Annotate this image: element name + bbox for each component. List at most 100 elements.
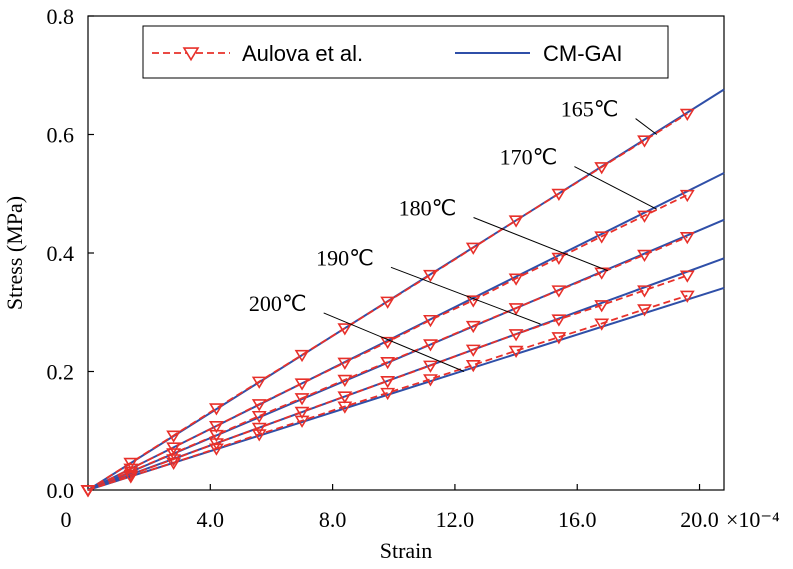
legend-box (142, 25, 669, 79)
aulova-point (209, 403, 224, 416)
y-tick-label: 0.8 (47, 4, 75, 29)
aulova-point (551, 252, 567, 265)
annotation-leader (390, 266, 541, 325)
aulova-point (465, 242, 481, 255)
aulova-point (294, 349, 310, 363)
y-tick-label: 0.2 (47, 360, 75, 385)
aulova-point (251, 429, 267, 442)
aulova-point (594, 318, 610, 331)
aulova-point (508, 329, 524, 342)
axis-ticks: 0 4.0 8.0 12.0 16.0 20.0 0.0 0.2 0.4 0.6 0.8 (47, 4, 719, 532)
legend: Aulova et al. CM-GAI (142, 25, 669, 79)
aulova-point (679, 232, 695, 245)
aulova-point (337, 391, 353, 404)
annotation-label: 170℃ (500, 145, 558, 170)
annotation-label: 190℃ (316, 245, 374, 270)
x-tick-label: 4.0 (197, 507, 225, 532)
aulova-point (209, 429, 224, 443)
x-tick-label: 20.0 (680, 507, 719, 532)
aulova-line-3 (87, 274, 688, 491)
aulova-point (209, 421, 224, 434)
aulova-point (337, 357, 353, 370)
annotation-leader (574, 166, 657, 210)
aulova-point (294, 406, 310, 420)
aulova-point (251, 410, 267, 424)
aulova-point (637, 249, 652, 263)
plot-frame (87, 15, 725, 491)
aulova-point (209, 443, 224, 456)
aulova-point (337, 401, 353, 414)
aulova-line-2 (87, 236, 688, 491)
aulova-point (679, 108, 695, 122)
aulova-point (423, 360, 438, 373)
aulova-line-0 (87, 112, 688, 491)
aulova-point (380, 357, 396, 370)
aulova-point (594, 162, 610, 175)
x-axis-title: Strain (380, 538, 433, 563)
y-tick-label: 0.0 (47, 478, 75, 503)
aulova-point (251, 422, 267, 436)
aulova-point (251, 399, 267, 412)
aulova-point (294, 378, 310, 391)
aulova-point (294, 393, 310, 406)
aulova-point (423, 269, 438, 283)
legend-marker-aulova (182, 47, 200, 62)
annotation-leader (323, 312, 465, 372)
aulova-point (508, 303, 524, 316)
aulova-point (551, 188, 567, 201)
series-layer (80, 88, 725, 498)
annotation-label: 165℃ (561, 97, 619, 122)
aulova-line-1 (87, 194, 688, 491)
aulova-point (679, 290, 695, 303)
aulova-point (423, 374, 438, 387)
y-axis-title: Stress (MPa) (2, 196, 27, 310)
annotation-leader (473, 217, 608, 272)
x-tick-label: 0 (61, 507, 72, 532)
aulova-point (551, 332, 567, 345)
aulova-point (637, 304, 652, 317)
aulova-point (637, 135, 652, 148)
aulova-point (465, 320, 481, 334)
y-tick-label: 0.6 (47, 123, 75, 148)
aulova-point (423, 314, 438, 328)
aulova-point (123, 457, 139, 470)
x-tick-label: 12.0 (436, 507, 475, 532)
aulova-point (166, 457, 182, 470)
aulova-point (465, 295, 481, 308)
aulova-point (594, 300, 610, 313)
aulova-point (337, 374, 353, 388)
x-tick-label: 8.0 (319, 507, 347, 532)
aulova-point (380, 296, 396, 309)
aulova-point (637, 210, 652, 223)
aulova-point (294, 415, 310, 428)
legend-label-cmgai: CM-GAI (543, 41, 622, 66)
aulova-line-4 (87, 294, 688, 491)
plot-area (87, 15, 725, 491)
aulova-point (380, 336, 396, 350)
aulova-point (594, 231, 610, 244)
aulova-point (337, 323, 353, 336)
aulova-point (679, 189, 695, 203)
aulova-point (166, 454, 182, 467)
aulova-point (508, 273, 524, 286)
annotation-leader (635, 118, 658, 135)
aulova-point (508, 345, 524, 359)
aulova-point (508, 215, 524, 228)
aulova-point (423, 339, 438, 352)
aulova-point (251, 376, 267, 389)
aulova-point (465, 344, 481, 357)
aulova-point (166, 430, 182, 443)
annotation-label: 180℃ (399, 196, 457, 221)
aulova-point (465, 359, 481, 373)
aulova-point (551, 314, 567, 327)
aulova-point (637, 285, 652, 298)
aulova-point (551, 285, 567, 298)
aulova-point (679, 270, 695, 283)
annotation-label: 200℃ (249, 291, 307, 316)
aulova-point (380, 375, 396, 389)
aulova-point (123, 471, 139, 484)
x-axis-scale-note: ×10⁻⁴ (726, 507, 780, 532)
legend-label-aulova: Aulova et al. (242, 41, 363, 66)
